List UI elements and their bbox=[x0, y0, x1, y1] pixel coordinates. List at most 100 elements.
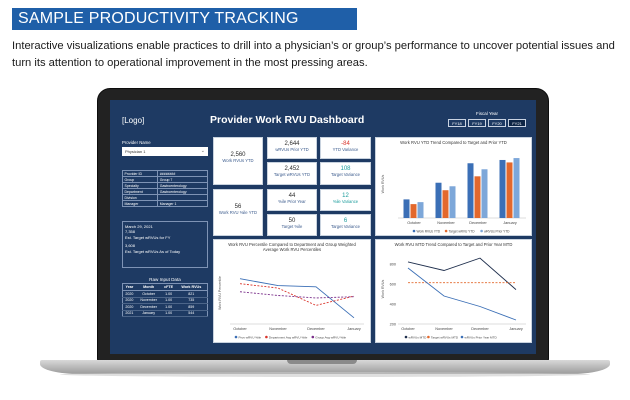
cell: January bbox=[135, 310, 162, 317]
bar bbox=[410, 204, 417, 218]
kpi-label: Target Variance bbox=[330, 172, 361, 177]
bar bbox=[474, 176, 481, 218]
kpi-target-wrvus-ytd: 2,452 Target wRVUs YTD bbox=[267, 162, 317, 185]
table-row: Manager Manager 1 bbox=[121, 200, 208, 207]
kpi-label: %ile Variance bbox=[332, 199, 359, 204]
chart-panel-mtd-trend: Work RVU MTD Trend Compared to Target an… bbox=[375, 239, 532, 343]
legend-label: Prov wRVU %ile bbox=[239, 335, 262, 339]
bar bbox=[442, 190, 449, 218]
cell: 2021 bbox=[122, 310, 136, 317]
kpi-ytd-variance: -84 YTD Variance bbox=[320, 137, 371, 159]
kpi-value: 50 bbox=[288, 218, 296, 224]
kpi-label: Work RVU %ile YTD bbox=[218, 210, 258, 215]
y-tick-label: 200 bbox=[390, 322, 396, 326]
x-tick-label: November bbox=[269, 327, 287, 331]
kpi-label: Target %ile bbox=[281, 224, 303, 229]
table-row: 2020 December 1.00 859 bbox=[122, 303, 208, 311]
chevron-down-icon: ⌄ bbox=[200, 148, 205, 154]
kpi-wrvus-prior-ytd: 2,644 wRVUs Prior YTD bbox=[267, 137, 317, 159]
series-line bbox=[239, 278, 355, 319]
cell: 2020 bbox=[122, 297, 136, 304]
kpi-value: 2,452 bbox=[284, 166, 300, 172]
legend-marker bbox=[412, 229, 416, 233]
info-label: Manager bbox=[121, 200, 159, 207]
series-line bbox=[239, 283, 355, 306]
legend-marker bbox=[427, 335, 430, 339]
target-asof-value: 3,608 bbox=[125, 243, 136, 249]
bar bbox=[467, 163, 474, 218]
cell: 1.00 bbox=[161, 303, 176, 311]
y-axis-label: Work RVUs bbox=[381, 279, 385, 298]
cell: 1.00 bbox=[161, 290, 176, 298]
legend-marker bbox=[311, 335, 315, 339]
kpi-value: -84 bbox=[341, 141, 350, 147]
kpi-label: Target wRVUs YTD bbox=[273, 172, 311, 177]
x-tick-label: January bbox=[503, 221, 517, 225]
page-banner: SAMPLE PRODUCTIVITY TRACKING DASHBOARD bbox=[12, 8, 357, 49]
x-tick-label: October bbox=[401, 327, 415, 331]
cell: December bbox=[135, 303, 162, 311]
column-header: cFTE bbox=[161, 283, 176, 291]
bar bbox=[435, 182, 442, 218]
legend-label: wRVUs Prior YTD bbox=[484, 229, 510, 233]
bar bbox=[481, 169, 488, 218]
kpi-label: YTD Variance bbox=[332, 147, 359, 152]
chart-title: Work RVU Percentile Compared to Departme… bbox=[228, 242, 356, 252]
target-fy-label: Est. Target wRVUs for FY bbox=[125, 234, 171, 240]
fiscal-year-button-fy19[interactable]: FY19 bbox=[468, 119, 486, 127]
fiscal-year-button-fy21[interactable]: FY21 bbox=[508, 119, 526, 127]
legend-label: Target wRVU YTD bbox=[449, 229, 476, 233]
kpi-pctile-variance: 12 %ile Variance bbox=[320, 189, 371, 211]
chart-title: Work RVU MTD Trend Compared to Target an… bbox=[394, 242, 513, 247]
series-line bbox=[407, 267, 517, 321]
intro-text: Interactive visualizations enable practi… bbox=[12, 40, 615, 69]
bar bbox=[417, 202, 424, 218]
bar bbox=[513, 158, 520, 218]
target-asof-label: Est. Target wRVUs As of Today bbox=[125, 248, 181, 254]
dashboard-title: Provider Work RVU Dashboard bbox=[210, 114, 365, 126]
kpi-value: 12 bbox=[342, 193, 349, 199]
provider-info-table: Provider ID ######## Group Group 7 Special… bbox=[121, 170, 208, 207]
kpi-value: 56 bbox=[234, 204, 242, 210]
legend-marker bbox=[444, 229, 448, 233]
kpi-target-pctile: 50 Target %ile bbox=[267, 214, 317, 236]
legend-label: wRVUs MTD bbox=[409, 335, 428, 339]
series-line bbox=[239, 291, 355, 299]
column-header: Work RVUs bbox=[175, 283, 208, 291]
legend-marker bbox=[265, 335, 268, 339]
x-tick-label: January bbox=[509, 327, 523, 331]
bar bbox=[449, 186, 456, 218]
x-tick-label: October bbox=[233, 327, 247, 331]
kpi-value: 2,644 bbox=[284, 141, 300, 147]
provider-select[interactable]: Physician 1 ⌄ bbox=[122, 147, 208, 156]
kpi-work-rvus-ytd: 2,560 Work RVUs YTD bbox=[213, 137, 263, 185]
fiscal-year-label: Fiscal Year bbox=[476, 111, 499, 116]
info-value: Manager 1 bbox=[157, 200, 208, 207]
kpi-label: Target Variance bbox=[330, 224, 361, 229]
series-line bbox=[407, 257, 517, 290]
raw-input-title: Raw Input Data bbox=[149, 277, 181, 282]
fiscal-year-button-fy18[interactable]: FY18 bbox=[448, 119, 466, 127]
legend-label: wRVUs Prior Year MTD bbox=[465, 335, 498, 339]
dashboard-screen: [Logo] Provider Work RVU Dashboard Fisca… bbox=[110, 100, 536, 354]
legend-marker bbox=[234, 335, 238, 339]
kpi-label: Work RVUs YTD bbox=[222, 158, 254, 163]
y-tick-label: 600 bbox=[390, 282, 396, 286]
bar bbox=[403, 199, 410, 218]
chart-panel-percentile: Work RVU Percentile Compared to Departme… bbox=[213, 239, 371, 343]
kpi-value: 44 bbox=[288, 193, 296, 199]
kpi-label: %ile Prior Year bbox=[278, 199, 306, 204]
kpi-value: 2,560 bbox=[230, 152, 246, 158]
cell: 544 bbox=[175, 310, 208, 317]
fiscal-year-button-fy20[interactable]: FY20 bbox=[488, 119, 506, 127]
as-of-date: March 29, 2021 bbox=[125, 224, 153, 229]
kpi-pctile-prior-year: 44 %ile Prior Year bbox=[267, 189, 317, 211]
target-fy-value: 7,358 bbox=[125, 229, 136, 235]
provider-select-value: Physician 1 bbox=[125, 149, 146, 154]
legend-label: Department Avg wRVU %ile bbox=[269, 335, 308, 339]
percentile-line-chart: Work RVU Percentile October November Decemb… bbox=[218, 276, 364, 339]
column-header: Month bbox=[135, 283, 162, 291]
cell: 1.00 bbox=[161, 310, 176, 317]
bar bbox=[506, 162, 513, 218]
laptop-notch bbox=[287, 360, 357, 364]
